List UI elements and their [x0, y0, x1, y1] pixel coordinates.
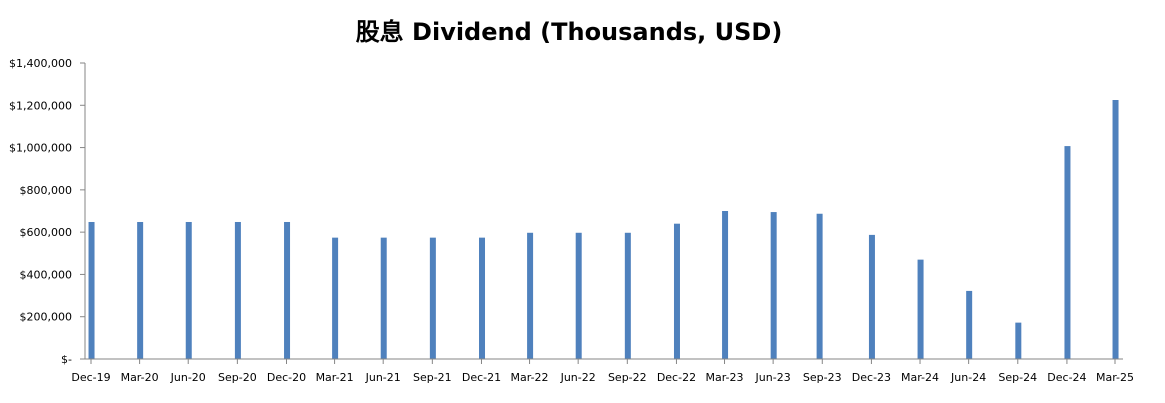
dividend-bar — [234, 221, 241, 359]
dividend-bar — [917, 259, 924, 359]
dividend-bar — [816, 213, 823, 359]
y-tick-label: $600,000 — [20, 226, 73, 239]
dividend-bar — [1064, 146, 1071, 359]
x-tick-label: Sep-22 — [608, 371, 647, 384]
x-tick-label: Dec-22 — [657, 371, 696, 384]
dividend-bar — [868, 234, 875, 359]
x-tick-label: Mar-23 — [706, 371, 744, 384]
x-axis: Dec-19 Mar-20 Jun-20 Sep-20 Dec-20 Mar-21 Jun-… — [71, 358, 1134, 384]
y-tick-label: $400,000 — [20, 268, 73, 281]
dividend-bar — [429, 237, 436, 359]
x-tick-label: Dec-23 — [852, 371, 891, 384]
x-tick-label: Dec-24 — [1047, 371, 1086, 384]
x-tick-label: Mar-25 — [1096, 371, 1134, 384]
x-tick-label: Dec-19 — [71, 371, 110, 384]
dividend-bar — [966, 290, 973, 359]
x-tick-label: Jun-20 — [170, 371, 206, 384]
x-tick-label: Mar-21 — [316, 371, 354, 384]
x-tick-label: Jun-22 — [560, 371, 596, 384]
dividend-bar — [527, 232, 534, 359]
x-tick-label: Mar-22 — [511, 371, 549, 384]
x-tick-label: Sep-20 — [218, 371, 257, 384]
y-tick-label: $1,400,000 — [9, 57, 72, 70]
x-tick-label: Mar-20 — [121, 371, 159, 384]
x-tick-label: Jun-21 — [365, 371, 401, 384]
y-axis: $- $200,000 $400,000 $600,000 $800,000 $1,000… — [9, 57, 86, 366]
chart-title: 股息 Dividend (Thousands, USD) — [355, 18, 783, 46]
y-tick-label: $200,000 — [20, 311, 73, 324]
dividend-bar — [284, 221, 291, 359]
x-tick-label: Jun-23 — [755, 371, 791, 384]
dividend-bar — [137, 221, 144, 359]
dividend-bar — [332, 237, 339, 359]
dividend-bar — [1015, 322, 1022, 359]
x-tick-label: Dec-21 — [462, 371, 501, 384]
x-tick-label: Sep-24 — [998, 371, 1037, 384]
x-tick-label: Mar-24 — [901, 371, 939, 384]
x-tick-label: Sep-21 — [413, 371, 452, 384]
y-tick-label: $1,200,000 — [9, 99, 72, 112]
y-tick-label: $1,000,000 — [9, 142, 72, 155]
bar-series — [88, 100, 1119, 359]
x-tick-label: Dec-20 — [267, 371, 306, 384]
y-tick-label: $- — [61, 353, 72, 366]
dividend-bar — [624, 232, 631, 359]
dividend-bar — [185, 221, 192, 359]
dividend-bar — [770, 212, 777, 359]
x-tick-label: Sep-23 — [803, 371, 842, 384]
y-tick-label: $800,000 — [20, 184, 73, 197]
dividend-bar — [380, 237, 387, 359]
dividend-bar — [479, 237, 486, 359]
dividend-bar — [1112, 100, 1119, 359]
dividend-bar — [673, 223, 680, 359]
dividend-bar — [722, 211, 729, 359]
x-tick-label: Jun-24 — [950, 371, 986, 384]
dividend-bar — [88, 221, 95, 359]
dividend-bar — [575, 232, 582, 359]
